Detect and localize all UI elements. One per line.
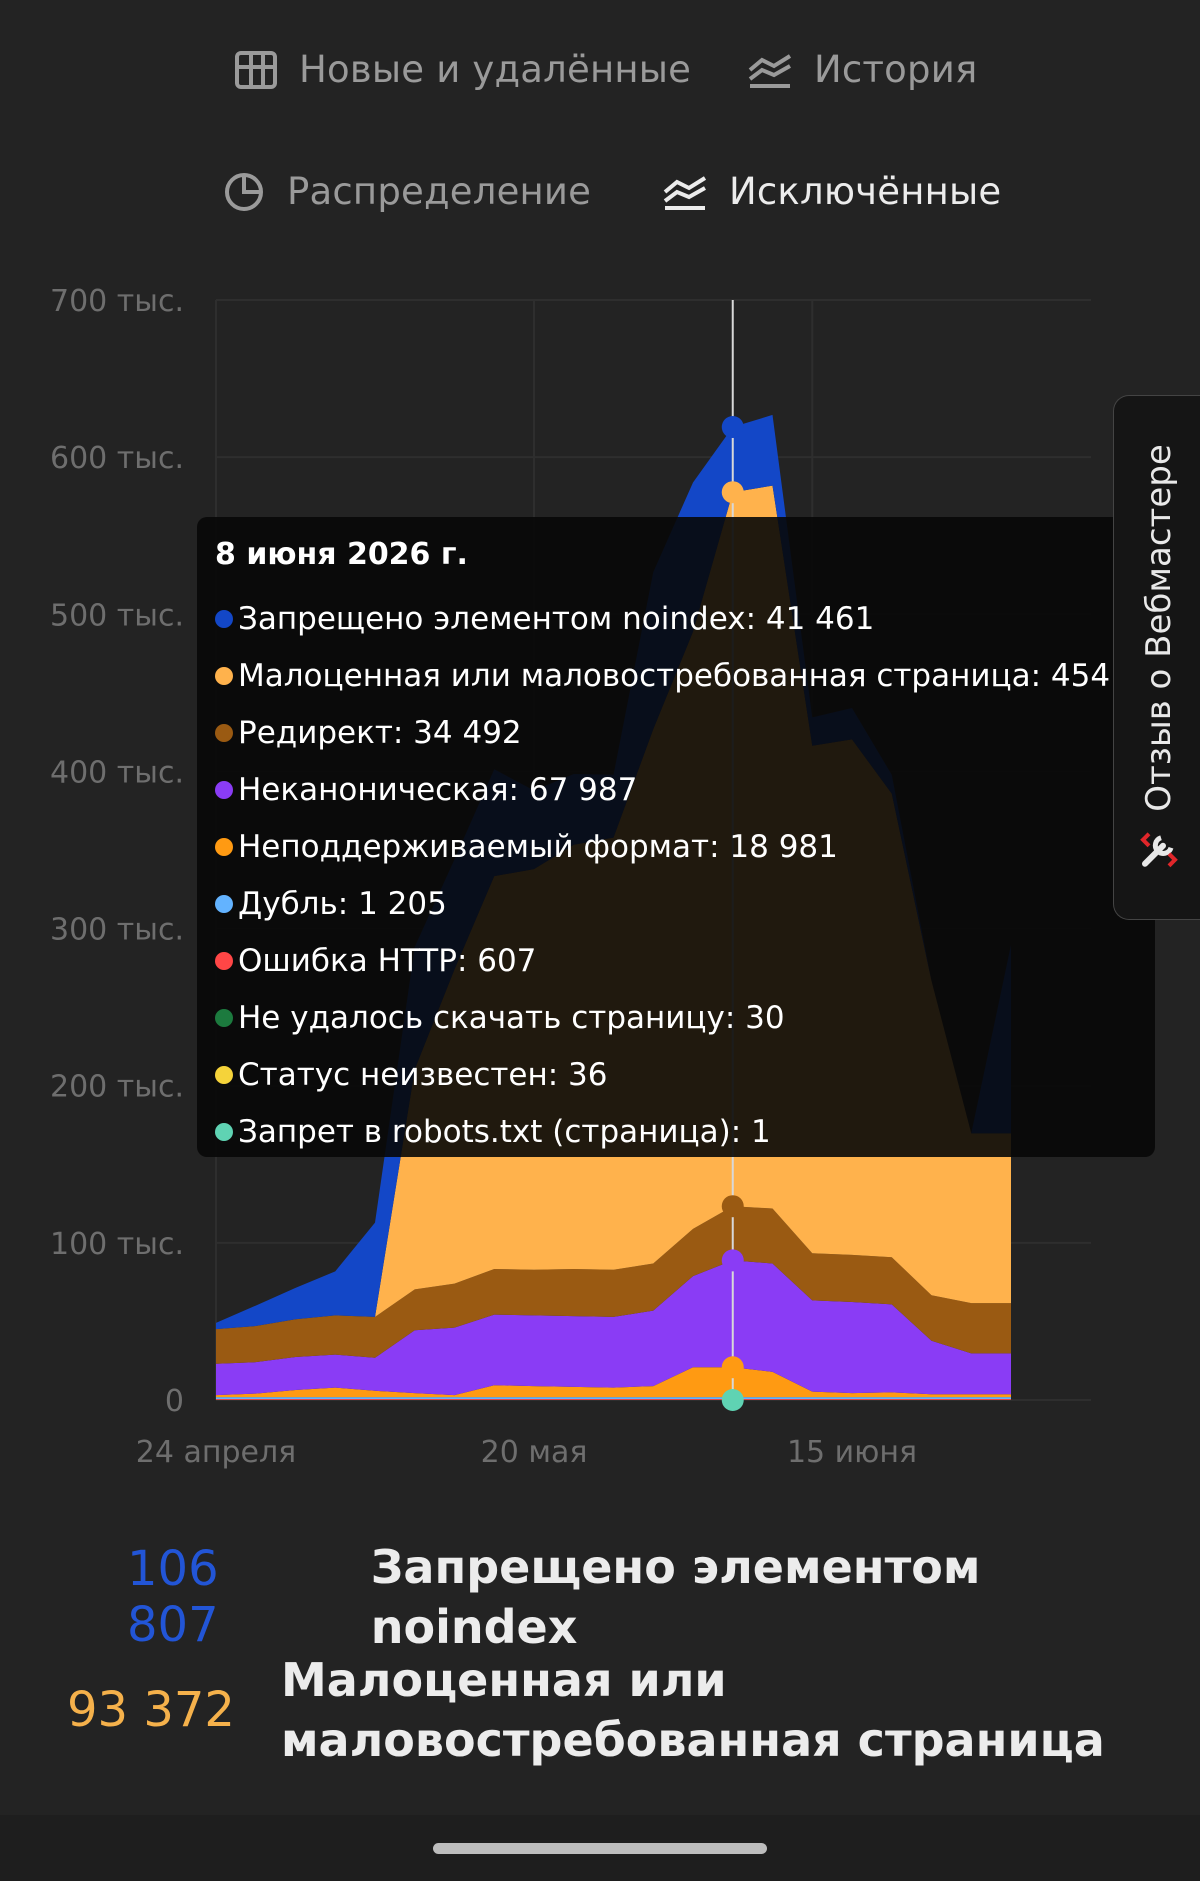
tooltip-row: Дубль: 1 205 bbox=[215, 875, 1155, 932]
tab-label: История bbox=[814, 48, 978, 91]
legend-dot bbox=[215, 837, 233, 856]
stat-label-line-1: Малоценная или bbox=[280, 1653, 727, 1707]
legend-dot bbox=[215, 666, 233, 685]
home-indicator[interactable] bbox=[433, 1843, 767, 1854]
tooltip-date: 8 июня 2026 г. bbox=[215, 537, 468, 572]
legend-dot bbox=[215, 780, 233, 799]
area-series bbox=[216, 1206, 1011, 1364]
tab-label: Исключённые bbox=[729, 170, 1002, 213]
hover-point bbox=[721, 416, 744, 439]
tab-excluded[interactable]: Исключённые bbox=[663, 170, 1001, 213]
stat-label: Запрещено элементом noindex bbox=[370, 1540, 981, 1654]
y-tick-label: 200 тыс. bbox=[50, 1070, 184, 1105]
x-tick-label: 15 июня bbox=[787, 1435, 917, 1470]
area-chart-icon bbox=[663, 175, 707, 210]
tooltip-row: Статус неизвестен: 36 bbox=[215, 1046, 1155, 1103]
legend-dot bbox=[215, 894, 233, 913]
stat-label-line-2: маловостребованная страница bbox=[280, 1713, 1105, 1767]
x-tick-label: 24 апреля bbox=[136, 1435, 296, 1470]
area-series bbox=[216, 1260, 1011, 1396]
stat-value: 106 807 bbox=[127, 1541, 219, 1653]
y-tick-label: 100 тыс. bbox=[50, 1227, 184, 1262]
tab-distribution[interactable]: Распределение bbox=[223, 170, 591, 213]
hover-point bbox=[721, 1356, 744, 1379]
tooltip-row-text: Ошибка HTTP: 607 bbox=[238, 942, 537, 979]
hover-point bbox=[721, 481, 744, 504]
tooltip-row-text: Неподдерживаемый формат: 18 981 bbox=[238, 828, 838, 865]
legend-dot bbox=[215, 723, 233, 742]
tooltip-row-text: Малоценная или маловостребованная страни… bbox=[238, 657, 1155, 694]
legend-dot bbox=[215, 1008, 233, 1027]
feedback-tab[interactable]: Отзыв о Вебмастере bbox=[1113, 395, 1200, 920]
y-tick-label: 400 тыс. bbox=[50, 755, 184, 790]
y-tick-label: 600 тыс. bbox=[50, 441, 184, 476]
hover-point bbox=[721, 1249, 744, 1272]
tooltip-row: Запрещено элементом noindex: 41 461 bbox=[215, 590, 1155, 647]
stat-noindex[interactable]: 106 807 Запрещено элементом noindex bbox=[127, 1537, 1200, 1657]
stat-value: 93 372 bbox=[67, 1682, 235, 1738]
area-series bbox=[216, 1367, 1011, 1398]
y-axis-ticks: 0 100 тыс. 200 тыс. 300 тыс. 400 тыс. 500 тыс… bbox=[50, 284, 184, 1419]
tooltip-row: Неканоническая: 67 987 bbox=[215, 761, 1155, 818]
legend-dot bbox=[215, 1122, 233, 1141]
area-chart-icon bbox=[748, 53, 792, 88]
y-tick-label: 0 bbox=[165, 1384, 184, 1419]
x-axis-ticks: 24 апреля 20 мая 15 июня bbox=[136, 1435, 917, 1470]
y-tick-label: 700 тыс. bbox=[50, 284, 184, 319]
tab-history[interactable]: История bbox=[748, 48, 977, 91]
tooltip-row: Неподдерживаемый формат: 18 981 bbox=[215, 818, 1155, 875]
pie-chart-icon bbox=[225, 172, 263, 211]
tooltip-row-text: Запрет в robots.txt (страница): 1 bbox=[238, 1113, 771, 1150]
legend-dot bbox=[215, 1065, 233, 1084]
area-series bbox=[216, 1398, 1011, 1400]
tooltip-row: Ошибка HTTP: 607 bbox=[215, 932, 1155, 989]
tooltip-row: Запрет в robots.txt (страница): 1 bbox=[215, 1103, 1155, 1157]
x-tick-label: 20 мая bbox=[481, 1435, 588, 1470]
wrench-icon bbox=[1140, 832, 1178, 868]
area-series bbox=[216, 1397, 1011, 1399]
hover-point bbox=[721, 1388, 744, 1411]
chart-tooltip: 8 июня 2026 г. Запрещено элементом noind… bbox=[197, 517, 1155, 1157]
tooltip-row-text: Не удалось скачать страницу: 30 bbox=[238, 999, 785, 1036]
tooltip-row-text: Запрещено элементом noindex: 41 461 bbox=[238, 600, 875, 637]
tooltip-row-text: Статус неизвестен: 36 bbox=[238, 1056, 608, 1093]
hover-point bbox=[721, 1195, 744, 1218]
legend-dot bbox=[215, 609, 233, 628]
tooltip-row: Не удалось скачать страницу: 30 bbox=[215, 989, 1155, 1046]
y-tick-label: 500 тыс. bbox=[50, 598, 184, 633]
tab-new-and-deleted[interactable]: Новые и удалённые bbox=[235, 48, 691, 91]
tab-label: Новые и удалённые bbox=[299, 48, 692, 91]
y-tick-label: 300 тыс. bbox=[50, 913, 184, 948]
tooltip-row-text: Дубль: 1 205 bbox=[238, 885, 447, 922]
table-icon bbox=[235, 50, 277, 89]
tab-label: Распределение bbox=[287, 170, 592, 213]
tooltip-row: Малоценная или маловостребованная страни… bbox=[215, 647, 1155, 704]
feedback-label: Отзыв о Вебмастере bbox=[1139, 444, 1179, 812]
stat-low-value[interactable]: 93 372 Малоценная или маловостребованная… bbox=[67, 1650, 1105, 1770]
tooltip-row-text: Редирект: 34 492 bbox=[238, 714, 522, 751]
tooltip-row: Редирект: 34 492 bbox=[215, 704, 1155, 761]
legend-dot bbox=[215, 951, 233, 970]
tooltip-row-text: Неканоническая: 67 987 bbox=[238, 771, 638, 808]
